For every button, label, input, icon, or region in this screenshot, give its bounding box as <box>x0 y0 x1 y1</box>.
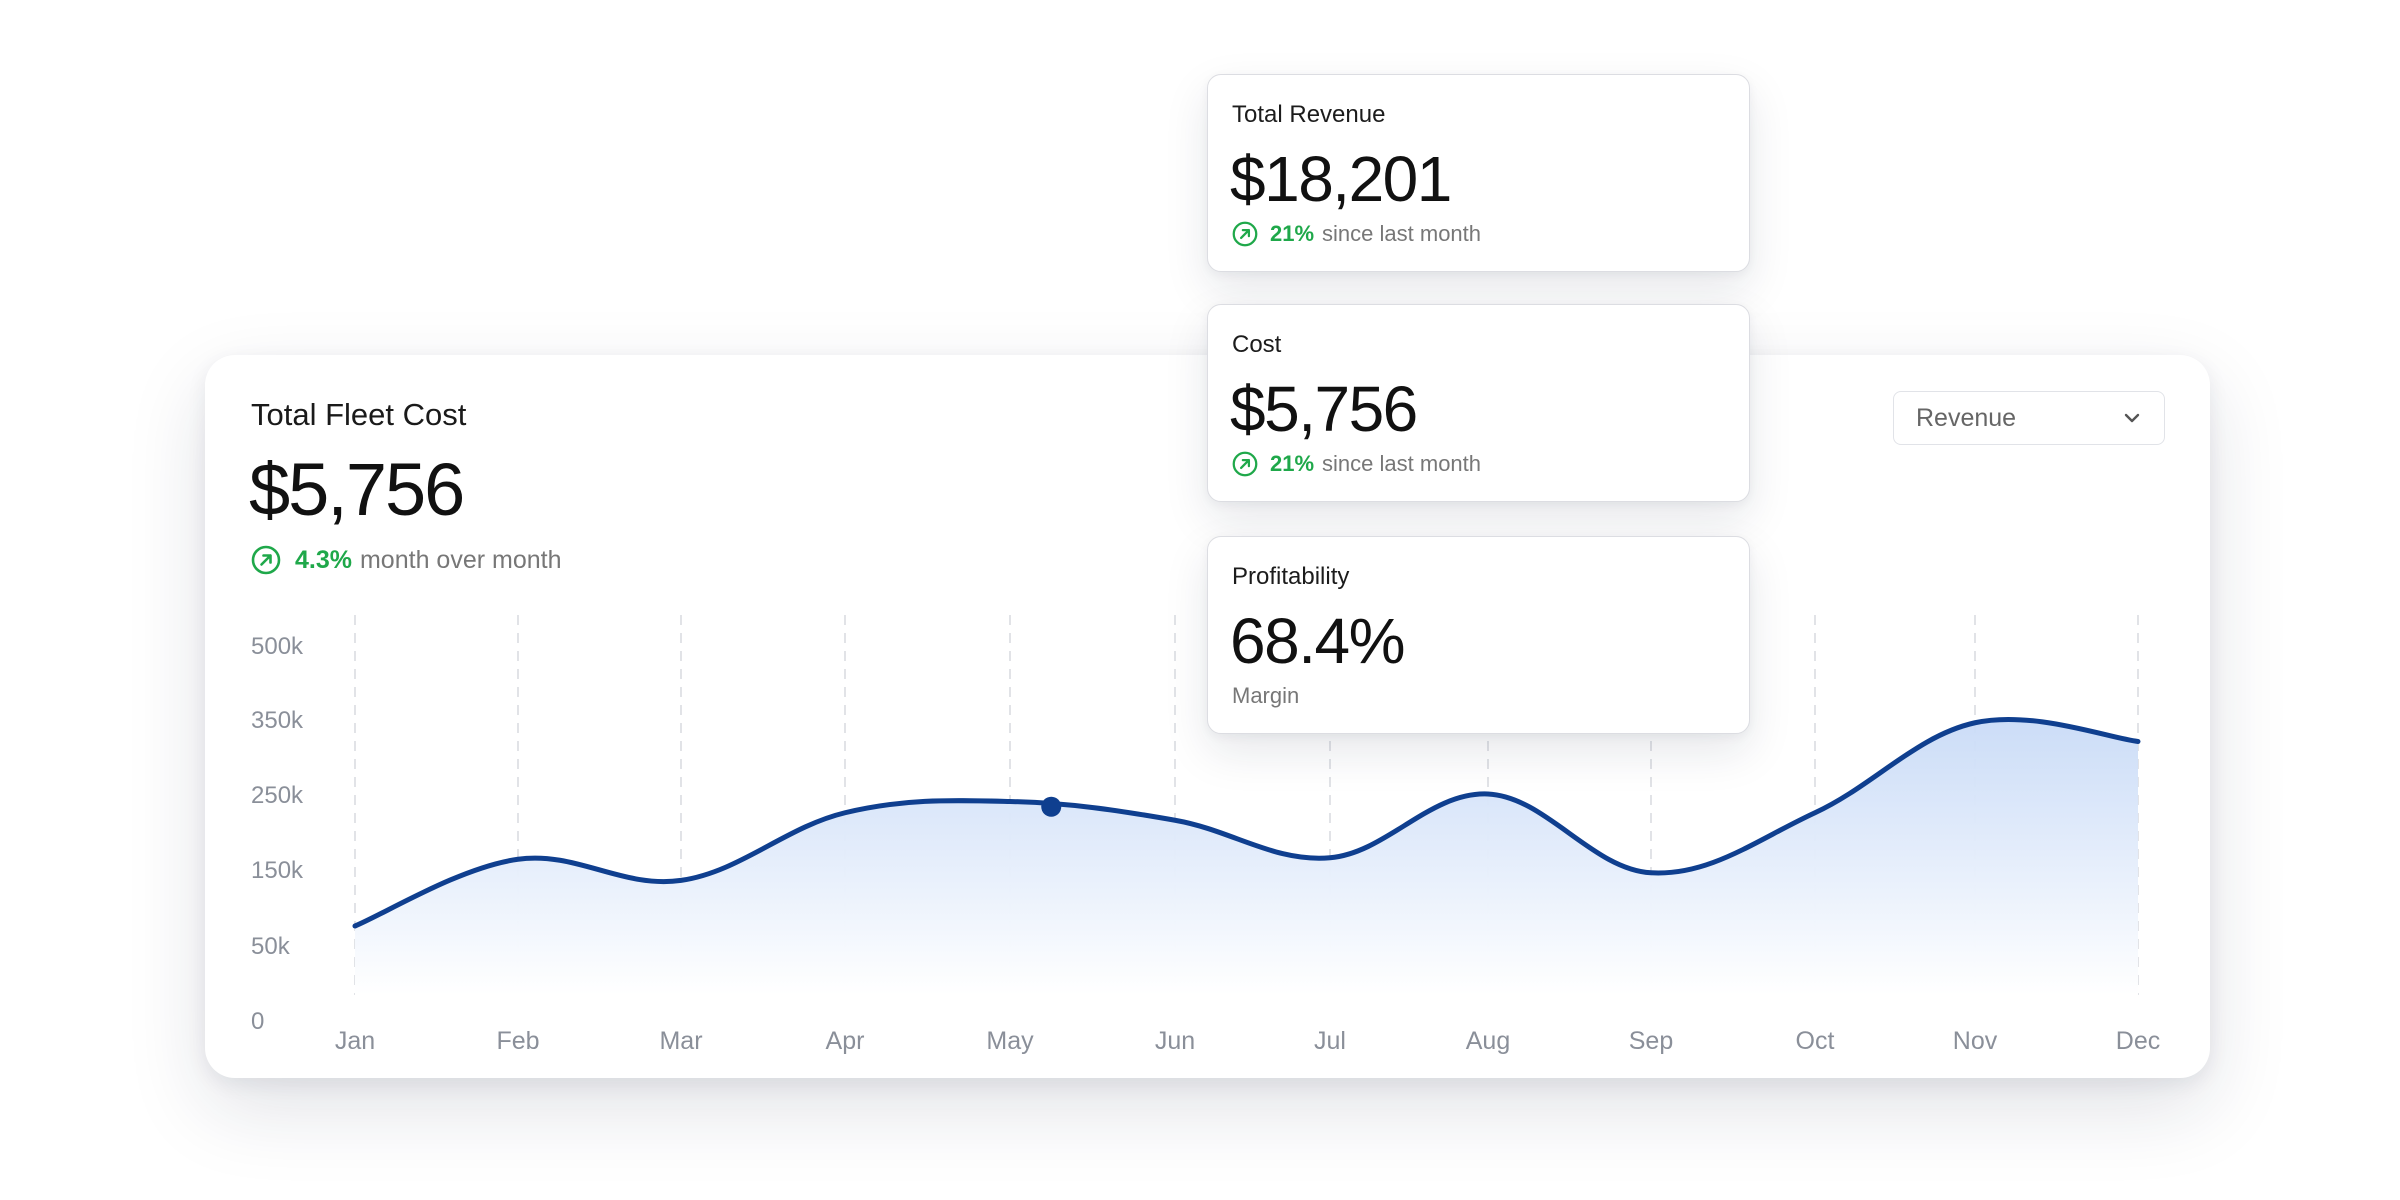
arrow-up-right-icon <box>251 545 281 575</box>
trend-text: since last month <box>1322 451 1482 476</box>
arrow-up-right-icon <box>1232 221 1258 247</box>
x-tick-label: May <box>986 1027 1034 1055</box>
x-tick-label: Oct <box>1796 1027 1835 1055</box>
stat-label: Total Revenue <box>1232 101 1386 128</box>
hover-point[interactable] <box>1041 796 1062 817</box>
stat-value: $5,756 <box>1230 373 1418 445</box>
trend-text: since last month <box>1322 221 1482 246</box>
series-line <box>352 717 2141 929</box>
stat-label: Profitability <box>1232 563 1350 590</box>
x-tick-label: Nov <box>1953 1027 1998 1055</box>
metric-dropdown[interactable]: Revenue <box>1893 391 2165 445</box>
stat-trend: 21% since last month <box>1232 221 1481 247</box>
y-tick-label: 250k <box>251 782 304 809</box>
y-tick-label: 0 <box>251 1008 264 1035</box>
area-chart: 0 50k 150k 250k 350k 500k Jan Feb Mar Apr May Jun Ju… <box>251 615 2160 1055</box>
trend-percent: 4.3% <box>295 545 352 574</box>
trend-percent: 21% <box>1270 451 1315 476</box>
chevron-down-icon <box>2124 413 2140 423</box>
stat-value: 68.4% <box>1230 605 1405 677</box>
stat-card-profitability: Profitability 68.4% Margin <box>1207 536 1750 734</box>
x-tick-label: Mar <box>659 1027 702 1055</box>
y-tick-label: 500k <box>251 633 304 660</box>
y-tick-label: 150k <box>251 857 304 884</box>
x-tick-label: Jun <box>1155 1027 1195 1055</box>
trend-text: month over month <box>359 545 562 574</box>
x-tick-label: Dec <box>2116 1027 2160 1055</box>
x-tick-label: Sep <box>1629 1027 1673 1055</box>
x-tick-label: Jul <box>1314 1027 1346 1055</box>
stat-value: $18,201 <box>1230 143 1452 215</box>
x-tick-label: Apr <box>826 1027 865 1055</box>
x-tick-label: Aug <box>1466 1027 1510 1055</box>
y-tick-label: 350k <box>251 707 304 734</box>
series-area <box>355 719 2138 995</box>
stat-card-total-revenue: Total Revenue $18,201 21% since last mon… <box>1207 74 1750 272</box>
stat-sub: Margin <box>1232 683 1300 708</box>
card-title: Total Fleet Cost <box>251 397 467 432</box>
stat-trend: 21% since last month <box>1232 451 1481 477</box>
x-tick-label: Jan <box>335 1027 375 1055</box>
y-tick-label: 50k <box>251 933 291 960</box>
arrow-up-right-icon <box>1232 451 1258 477</box>
stat-card-cost: Cost $5,756 21% since last month <box>1207 304 1750 502</box>
x-tick-label: Feb <box>496 1027 539 1055</box>
stat-label: Cost <box>1232 331 1282 358</box>
trend-percent: 21% <box>1270 221 1315 246</box>
card-value: $5,756 <box>249 448 465 531</box>
dropdown-value: Revenue <box>1916 403 2017 432</box>
card-trend: 4.3% month over month <box>251 545 561 575</box>
